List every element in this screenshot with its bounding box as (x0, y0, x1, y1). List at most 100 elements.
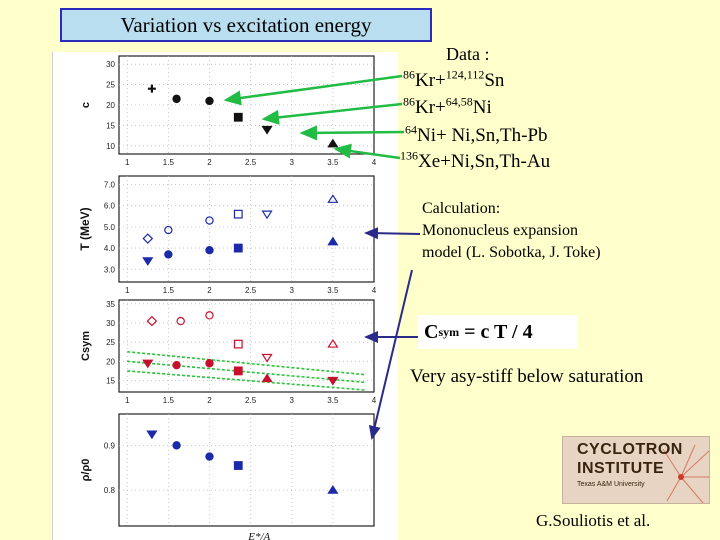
panel-2-data-point (261, 373, 273, 383)
panel-3-data-point (205, 452, 214, 461)
panel-3-data-point (172, 441, 181, 450)
figure-panels: 10 15 20 25 30 1 1.5 2 2.5 3 3.5 4 c 3.0 4.0 5.0 6.0 7.0 1… (52, 52, 398, 540)
reaction-xe: 136Xe+Ni,Sn,Th-Au (400, 148, 550, 173)
panel-0-y-tick-label: 10 (106, 142, 115, 151)
panel-3-data-point (233, 461, 243, 470)
reaction-kr-ni-beam: Kr+ (415, 97, 446, 118)
panel-2-data-point (176, 316, 185, 326)
panel-0-y-tick-label: 25 (106, 81, 115, 90)
panel-1-data-point (233, 209, 243, 219)
panel-1-data-point (164, 250, 173, 259)
logo-line-2: INSTITUTE (577, 460, 665, 477)
panel-3-data-point (146, 430, 158, 440)
reaction-kr-sn-target: Sn (484, 70, 505, 91)
logo-line-3: Texas A&M University (577, 481, 645, 488)
panel-2-data-point (233, 366, 243, 376)
panel-1-data-point (261, 210, 273, 220)
panel-2-y-tick-label: 25 (106, 338, 115, 347)
panel-0-data-point (172, 94, 181, 104)
reaction-kr-ni-target-mass: 64,58 (445, 94, 473, 109)
panel-2-x-tick-label: 1 (125, 396, 130, 405)
panel-2-x-tick-label: 3.5 (327, 396, 339, 405)
panel-0-x-tick-label: 1 (125, 158, 130, 167)
panel-2-frame (118, 299, 375, 393)
slide-title: Variation vs excitation energy (60, 8, 432, 42)
panel-1-data-point (142, 233, 154, 244)
panel-2-data-point (172, 360, 181, 370)
panel-2-data-point (205, 359, 214, 368)
panel-1-x-tick-label: 3 (290, 286, 295, 295)
panel-0-x-tick-label: 3.5 (327, 158, 339, 167)
panel-2-x-tick-label: 4 (372, 396, 377, 405)
panel-1-x-tick-label: 4 (372, 286, 377, 295)
reaction-kr-sn-target-mass: 124,112 (445, 67, 485, 82)
panel-2-data-point (327, 338, 339, 348)
reaction-kr-sn: 86Kr+124,112Sn (403, 67, 505, 92)
panel-1-data-point (142, 257, 154, 266)
panel-2-data-point (142, 359, 154, 369)
panel-1-data-point (205, 245, 214, 255)
chart-panels-svg: 10 15 20 25 30 1 1.5 2 2.5 3 3.5 4 c 3.0 4.0 5.0 6.0 7.0 1… (78, 55, 377, 540)
panel-2-data-point (327, 376, 339, 386)
logo-line-1: CYCLOTRON (577, 441, 683, 458)
author-credit: G.Souliotis et al. (536, 511, 651, 530)
panel-2-data-point (146, 315, 158, 327)
panel-0-y-axis-label: c (80, 102, 92, 108)
panel-2-y-tick-label: 35 (106, 300, 115, 309)
panel-1-y-tick-label: 5.0 (104, 223, 116, 232)
calculation-note: Calculation: Mononucleus expansion model… (422, 198, 601, 264)
calculation-line-2: Mononucleus expansion (422, 222, 578, 239)
panel-1-y-tick-label: 3.0 (104, 265, 116, 274)
cyclotron-institute-logo: CYCLOTRON INSTITUTE Texas A&M University (562, 436, 710, 504)
panel-0-x-tick-label: 2 (207, 158, 212, 167)
panel-3-y-tick-label: 0.9 (104, 441, 116, 450)
panel-1-x-tick-label: 2.5 (245, 286, 257, 295)
logo-flare-icon (662, 444, 709, 503)
panel-1-y-tick-label: 6.0 (104, 202, 116, 211)
panel-2-x-tick-label: 2 (207, 396, 212, 405)
panel-3-x-axis-label: E*/A (247, 531, 270, 540)
panel-0-x-tick-label: 4 (372, 158, 377, 167)
panel-0-data-point (147, 84, 156, 93)
reaction-kr-ni: 86Kr+64,58Ni (403, 94, 492, 119)
calculation-line-3: model (L. Sobotka, J. Toke) (422, 244, 601, 261)
panel-2-y-tick-label: 30 (106, 319, 115, 328)
panel-3-y-tick-label: 0.8 (104, 486, 116, 495)
csym-prefix: C (424, 320, 439, 343)
panel-3-data-point (327, 485, 339, 494)
panel-0-data-point (233, 112, 243, 122)
calculation-line-1: Calculation: (422, 200, 501, 217)
panel-2-x-tick-label: 1.5 (163, 396, 175, 405)
panel-1-y-axis-label: T (MeV) (78, 207, 92, 250)
panel-2-y-tick-label: 20 (106, 357, 115, 366)
reaction-kr-ni-target: Ni (472, 97, 492, 118)
csym-sub: sym (438, 324, 460, 339)
csym-rest: = c T / 4 (459, 320, 533, 343)
panel-1-data-point (205, 216, 214, 225)
reaction-kr-sn-mass: 86 (403, 67, 415, 82)
reaction-kr-ni-mass: 86 (403, 94, 415, 109)
reaction-ni-beam: Ni+ Ni,Sn,Th-Pb (417, 125, 548, 146)
panel-1-y-tick-label: 7.0 (104, 180, 116, 189)
panel-2-data-point (205, 311, 214, 320)
reaction-xe-mass: 136 (400, 148, 418, 163)
panel-2-data-point (233, 339, 243, 349)
panel-1-x-tick-label: 1 (125, 286, 130, 295)
panel-1-data-point (327, 194, 339, 203)
panel-1-data-point (233, 243, 243, 253)
panel-1-y-tick-label: 4.0 (104, 244, 116, 253)
panel-1-frame (118, 175, 375, 283)
panel-2-y-axis-label: Csym (80, 331, 92, 361)
conclusion-text: Very asy-stiff below saturation (410, 366, 644, 387)
reaction-ni: 64Ni+ Ni,Sn,Th-Pb (405, 124, 548, 147)
panel-0-y-tick-label: 30 (106, 60, 115, 69)
panel-2-x-tick-label: 2.5 (245, 396, 257, 405)
data-heading: Data : (446, 44, 490, 64)
panel-0-y-tick-label: 15 (106, 121, 115, 130)
panel-1-x-tick-label: 1.5 (163, 286, 175, 295)
panel-1-data-point (164, 225, 173, 235)
panel-0-x-tick-label: 3 (290, 158, 295, 167)
panel-0-x-tick-label: 1.5 (163, 158, 175, 167)
panel-0-y-tick-label: 20 (106, 101, 115, 110)
